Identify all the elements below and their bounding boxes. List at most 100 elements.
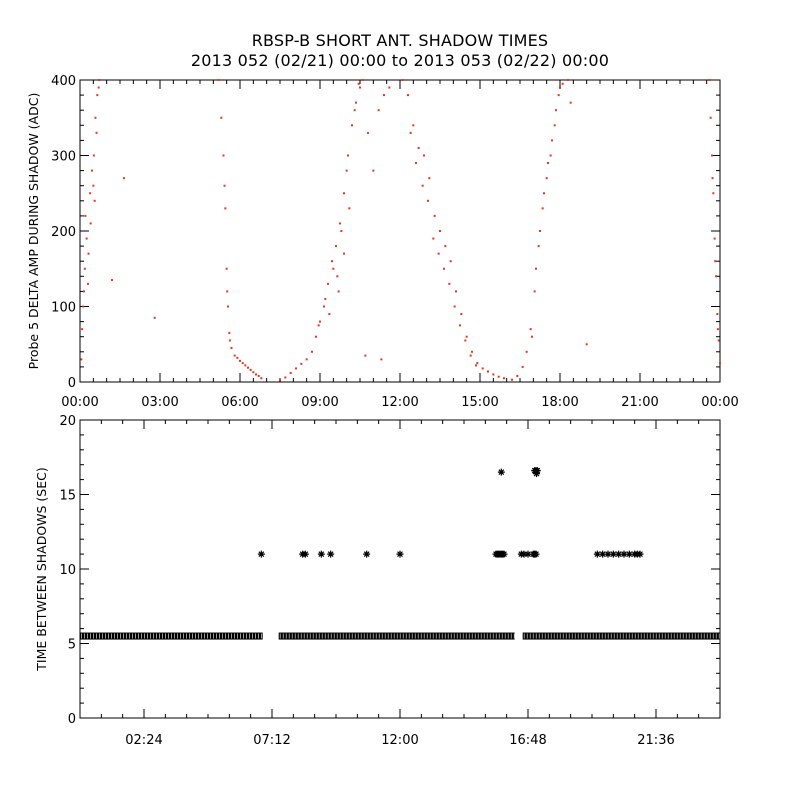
data-point [91, 169, 93, 172]
data-point [553, 124, 556, 127]
data-point [383, 94, 385, 97]
y-axis-label: TIME BETWEEN SHADOWS (SEC) [34, 467, 49, 672]
data-point [547, 162, 549, 165]
data-point [372, 169, 375, 172]
x-tick-label: 03:00 [141, 395, 178, 410]
data-point [543, 192, 545, 195]
data-point [636, 550, 644, 558]
data-point [549, 154, 552, 157]
data-point [252, 371, 255, 374]
x-tick-label: 00:00 [701, 395, 738, 410]
data-point [567, 79, 569, 81]
data-point [604, 550, 612, 558]
data-point [230, 347, 233, 350]
x-tick-label: 15:00 [461, 395, 498, 410]
data-point [520, 550, 528, 558]
data-point [615, 550, 623, 558]
data-point [428, 177, 431, 180]
data-point [712, 192, 715, 195]
data-point [340, 230, 343, 232]
data-point [585, 343, 588, 346]
data-point [541, 207, 544, 210]
data-point [301, 550, 309, 558]
data-point [335, 245, 337, 248]
data-point [359, 86, 361, 89]
x-tick-label: 16:48 [509, 733, 546, 748]
data-point [557, 94, 560, 97]
data-point [257, 550, 265, 558]
data-point [317, 550, 325, 558]
data-point [497, 375, 500, 378]
data-point [85, 237, 88, 240]
baseline-texture [81, 633, 262, 639]
data-point [82, 305, 85, 308]
x-tick-label: 00:00 [61, 395, 98, 410]
data-point [459, 324, 461, 327]
data-point [260, 377, 263, 380]
data-point [460, 313, 463, 316]
data-point [715, 275, 717, 278]
data-point [236, 356, 239, 359]
data-point [239, 359, 241, 362]
data-point [559, 86, 561, 89]
data-point [255, 373, 257, 376]
data-point [709, 116, 712, 119]
baseline-band [278, 632, 515, 640]
data-point [465, 335, 468, 338]
data-point [714, 260, 717, 263]
data-point [279, 379, 281, 382]
data-point [535, 267, 537, 270]
data-point [336, 275, 339, 278]
data-point [228, 339, 231, 342]
data-point [87, 282, 89, 285]
data-point [244, 364, 247, 367]
data-point [220, 116, 223, 119]
data-point [315, 335, 317, 338]
data-point [471, 350, 473, 353]
data-point [476, 362, 479, 365]
data-point [464, 339, 467, 342]
data-point [432, 237, 435, 240]
data-point [380, 358, 383, 361]
baseline-texture [523, 633, 720, 639]
data-point [311, 350, 313, 353]
data-point [487, 370, 489, 373]
data-point [224, 207, 227, 210]
data-point [247, 366, 249, 369]
data-point [355, 101, 357, 104]
data-point [225, 267, 228, 270]
data-point [525, 350, 528, 353]
data-point [423, 154, 425, 157]
data-point [343, 252, 345, 255]
data-point [331, 260, 333, 263]
data-point [711, 154, 713, 157]
data-point [83, 290, 85, 293]
data-point [551, 139, 553, 142]
data-point [223, 184, 226, 187]
data-point [153, 316, 156, 319]
x-tick-label: 12:00 [381, 395, 418, 410]
data-point [228, 331, 231, 334]
data-point [345, 169, 348, 172]
data-point [241, 362, 244, 365]
data-point [327, 282, 329, 285]
data-point [516, 374, 519, 377]
data-point [532, 550, 540, 558]
data-point [537, 245, 540, 248]
data-point [719, 362, 721, 365]
data-point [708, 79, 711, 81]
data-point [449, 260, 452, 263]
y-tick-label: 0 [68, 712, 76, 727]
data-point [300, 362, 303, 365]
data-point [96, 94, 99, 97]
data-point [412, 124, 415, 127]
data-point [94, 116, 97, 119]
data-point [324, 297, 327, 300]
data-point [620, 550, 628, 558]
data-point [533, 467, 541, 475]
data-point [332, 267, 335, 270]
data-point [448, 282, 451, 285]
y-tick-label: 200 [51, 225, 76, 240]
y-tick-label: 20 [59, 414, 76, 429]
data-point [233, 354, 236, 357]
